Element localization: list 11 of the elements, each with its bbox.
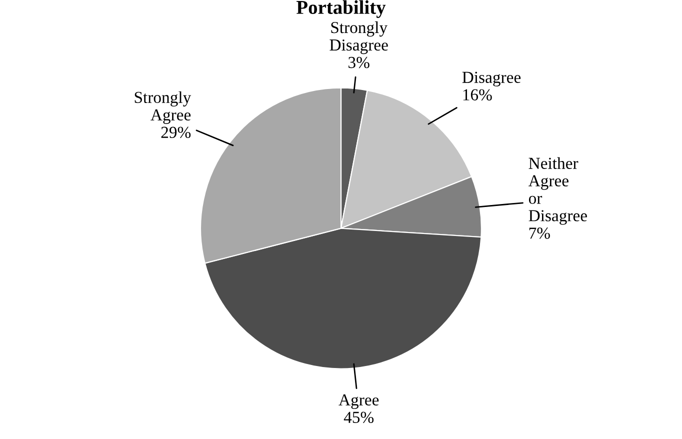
slice-label: Strongly Agree [134,91,192,124]
data-label: 45% [344,412,374,424]
data-label: 29% [161,126,191,138]
chart-title: Portability [296,0,386,18]
data-label: 3% [348,56,370,68]
slice-label: Strongly Disagree [330,21,388,54]
slice-label: Neither Agree or Disagree [528,157,587,225]
slice-label: Agree [338,394,379,409]
data-label: 16% [463,89,492,101]
data-label: 7% [529,228,550,239]
slice-label: Disagree [462,72,521,86]
